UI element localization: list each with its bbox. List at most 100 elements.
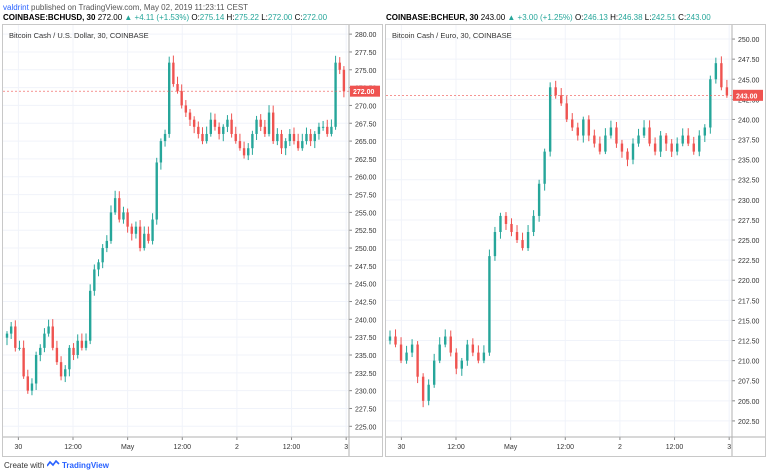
- y-tick-label: 240.00: [355, 317, 377, 324]
- candle-body: [620, 143, 624, 152]
- candle-body: [251, 133, 254, 149]
- candle-body: [515, 232, 519, 241]
- candle-body: [138, 226, 142, 249]
- y-tick-label: 242.50: [738, 97, 760, 104]
- x-tick-label: 12:00: [174, 444, 192, 451]
- candle-body: [421, 376, 425, 401]
- open-value: 275.14: [199, 13, 225, 22]
- publish-text: published on TradingView.com, May 02, 20…: [31, 3, 249, 12]
- candle-body: [444, 336, 447, 345]
- y-tick-label: 235.00: [738, 158, 760, 165]
- symbol[interactable]: COINBASE:BCHEUR, 30: [386, 13, 479, 22]
- footer-brand[interactable]: TradingView: [61, 461, 109, 470]
- candle-body: [427, 384, 430, 401]
- right-chart-panel[interactable]: 202.50 205.00 207.50 210.00 212.50 215.00 217.…: [385, 24, 766, 457]
- candle-body: [460, 360, 463, 369]
- candle-body: [653, 143, 657, 152]
- candle-body: [271, 112, 275, 142]
- candle-body: [410, 344, 414, 353]
- candle-body: [155, 162, 158, 220]
- candle-body: [39, 347, 42, 355]
- y-tick-label: 232.50: [355, 371, 377, 378]
- candle-body: [247, 148, 250, 156]
- candle-body: [263, 126, 267, 134]
- last-price-tag: [350, 85, 380, 97]
- candle-body: [222, 126, 225, 134]
- x-tick-label: 12:00: [64, 444, 82, 451]
- candle-body: [571, 119, 574, 128]
- close-label: C:: [678, 13, 687, 22]
- candle-body: [543, 151, 546, 184]
- candle-body: [84, 340, 88, 348]
- left-candlestick-chart[interactable]: 225.00 227.50 230.00 232.50 235.00 237.50 240.…: [3, 25, 382, 456]
- candle-body: [609, 127, 613, 136]
- y-tick-label: 252.50: [355, 228, 377, 235]
- candle-body: [399, 344, 403, 361]
- x-tick-label: May: [121, 444, 135, 451]
- candle-body: [18, 347, 21, 349]
- y-tick-label: 275.00: [355, 68, 377, 75]
- candle-body: [30, 383, 34, 391]
- candle-body: [122, 212, 125, 220]
- candle-body: [593, 135, 596, 144]
- symbol[interactable]: COINBASE:BCHUSD, 30: [3, 13, 96, 22]
- y-tick-label: 217.50: [738, 298, 760, 305]
- candle-body: [675, 143, 679, 152]
- y-tick-label: 242.50: [355, 300, 377, 307]
- candle-body: [576, 127, 579, 136]
- candle-body: [560, 95, 563, 104]
- candle-body: [109, 212, 113, 241]
- y-tick-label: 232.50: [738, 178, 760, 185]
- x-tick-label: 12:00: [666, 444, 684, 451]
- y-tick-label: 225.00: [738, 238, 760, 245]
- right-candlestick-chart[interactable]: 202.50 205.00 207.50 210.00 212.50 215.00 217.…: [386, 25, 765, 456]
- candle-body: [259, 119, 262, 127]
- footer-prefix: Create with: [4, 461, 45, 470]
- candle-body: [255, 119, 258, 134]
- y-tick-label: 257.50: [355, 193, 377, 200]
- y-tick-label: 280.00: [355, 32, 377, 39]
- y-tick-label: 267.50: [355, 121, 377, 128]
- y-tick-label: 247.50: [738, 57, 760, 64]
- x-tick-label: 12:00: [447, 444, 465, 451]
- y-tick-label: 207.50: [738, 379, 760, 386]
- y-tick-label: 215.00: [738, 318, 760, 325]
- candle-body: [80, 340, 84, 348]
- candle-body: [105, 240, 109, 249]
- x-tick-label: 30: [14, 444, 22, 451]
- candle-body: [309, 133, 312, 142]
- low-value: 242.51: [651, 13, 676, 22]
- candle-body: [449, 336, 452, 353]
- candle-body: [615, 127, 618, 144]
- close-value: 243.00: [686, 13, 711, 22]
- candle-body: [330, 126, 333, 134]
- left-chart-panel[interactable]: 225.00 227.50 230.00 232.50 235.00 237.50 240.…: [2, 24, 383, 457]
- candle-body: [88, 290, 92, 341]
- candle-body: [34, 355, 38, 384]
- candle-body: [43, 333, 46, 348]
- candle-body: [113, 198, 117, 213]
- candle-body: [659, 135, 662, 152]
- publish-info: valdrint published on TradingView.com, M…: [3, 3, 248, 12]
- chart-title: Bitcoin Cash / Euro, 30, COINBASE: [392, 31, 512, 40]
- candle-body: [280, 133, 283, 149]
- y-tick-label: 262.50: [355, 157, 377, 164]
- y-tick-label: 270.00: [355, 103, 377, 110]
- y-tick-label: 255.00: [355, 210, 377, 217]
- candle-body: [488, 256, 491, 353]
- chart-title: Bitcoin Cash / U.S. Dollar, 30, COINBASE: [9, 31, 149, 40]
- left-chart-header: COINBASE:BCHUSD, 30 272.00 ▲ +4.11 (+1.5…: [3, 13, 327, 22]
- candle-body: [226, 119, 229, 127]
- candle-body: [242, 148, 246, 156]
- candle-body: [76, 340, 79, 355]
- candle-body: [587, 119, 591, 136]
- candle-body: [230, 119, 233, 134]
- candle-body: [284, 141, 287, 149]
- candle-body: [238, 141, 242, 149]
- candle-body: [642, 127, 646, 136]
- publisher-name[interactable]: valdrint: [3, 3, 29, 12]
- candle-body: [159, 141, 163, 163]
- candle-body: [714, 63, 718, 80]
- candle-body: [416, 344, 419, 377]
- y-tick-label: 237.50: [355, 335, 377, 342]
